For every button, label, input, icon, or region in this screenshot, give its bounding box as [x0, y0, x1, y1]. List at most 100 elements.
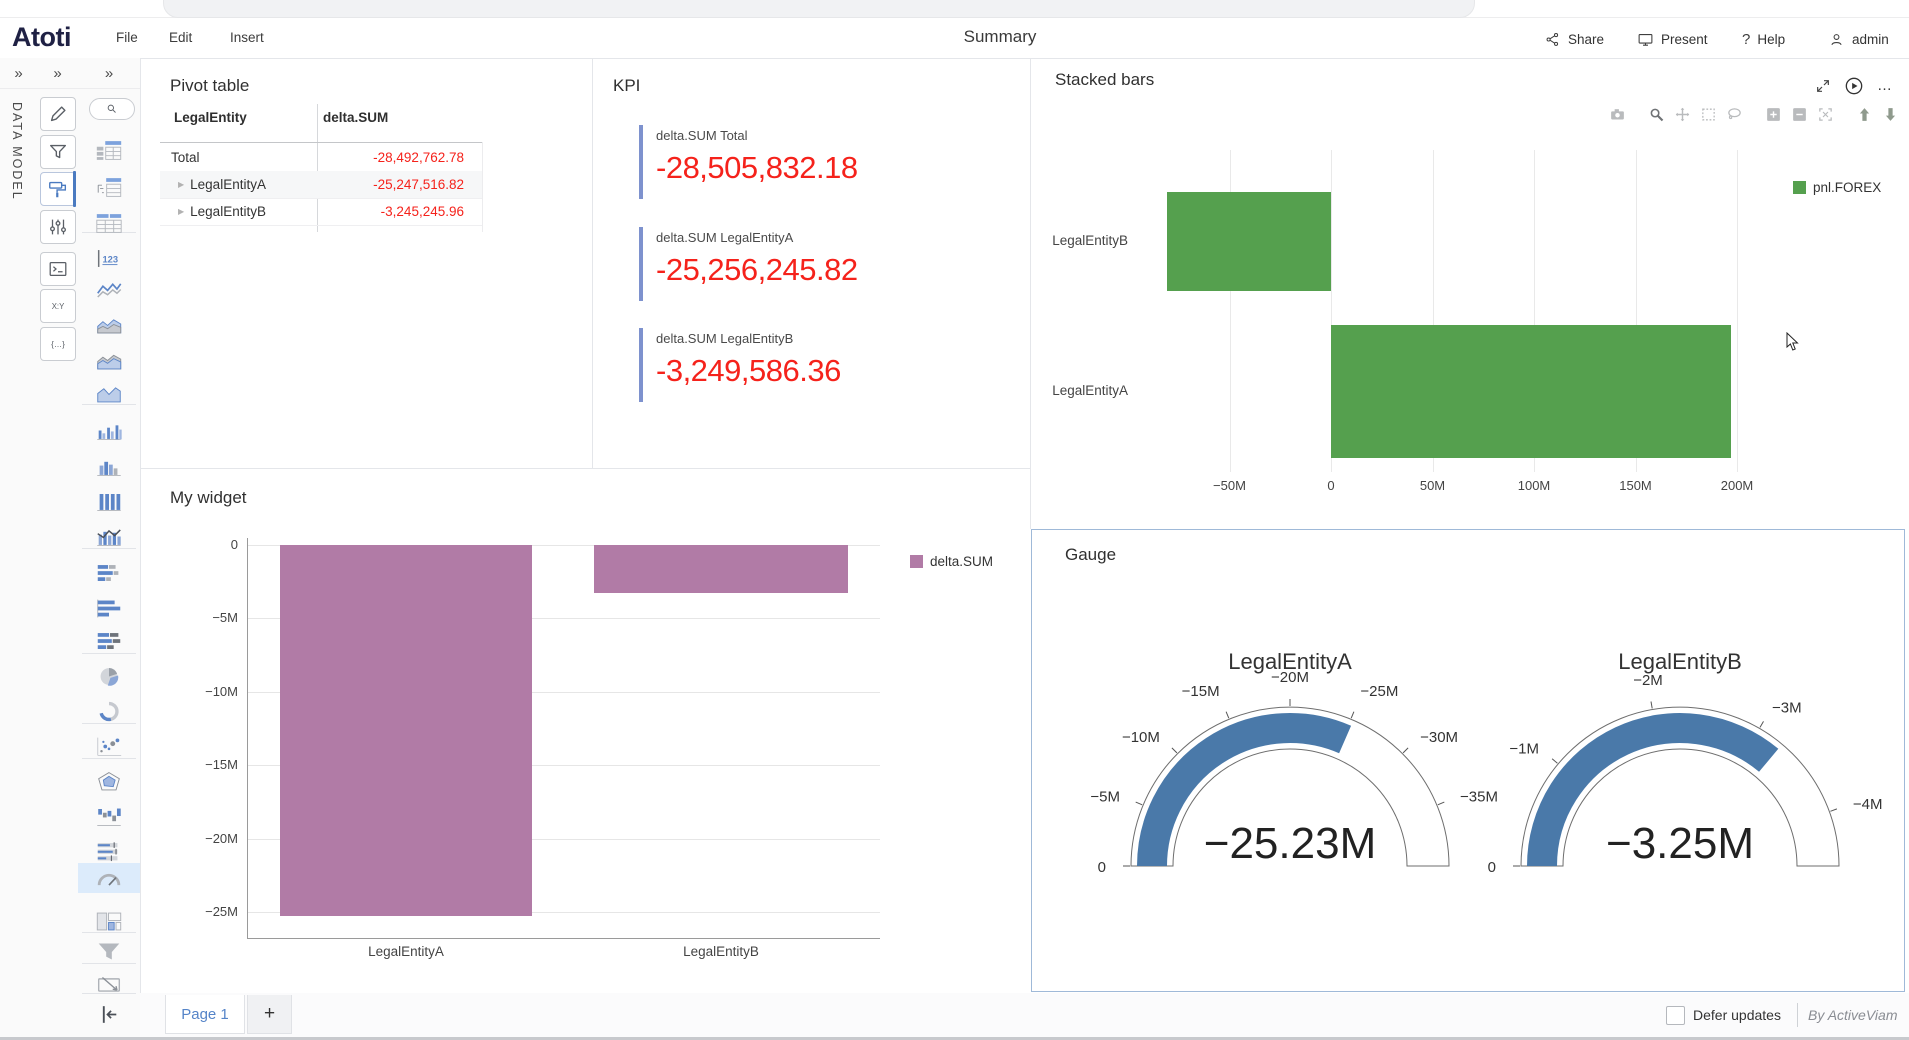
- add-page-button[interactable]: +: [247, 995, 292, 1034]
- modebar-zoom-button[interactable]: [1648, 106, 1665, 128]
- kpi-card[interactable]: delta.SUM Total -28,505,832.18: [639, 125, 858, 199]
- tab-page-1[interactable]: Page 1: [165, 995, 245, 1034]
- widget-library-rail: »: [78, 58, 141, 1040]
- mouse-cursor: [1786, 332, 1799, 351]
- widget-type-column-histogram[interactable]: [86, 451, 132, 481]
- expand-data-model-button[interactable]: »: [0, 58, 37, 89]
- widget-type-stacked-bar-chart[interactable]: [86, 558, 132, 588]
- expand-widget-library-button[interactable]: »: [78, 58, 140, 89]
- bar-LegalEntityA[interactable]: [1331, 325, 1731, 458]
- widget-type-kpi-number[interactable]: [86, 243, 132, 273]
- pivot-column-divider: [317, 104, 318, 232]
- pivot-row-label-cell[interactable]: ▶ LegalEntityA: [178, 177, 266, 192]
- pivot-right-edge: [482, 142, 483, 232]
- present-button[interactable]: Present: [1637, 28, 1708, 50]
- widget-type-clustered-column-chart[interactable]: [86, 415, 132, 445]
- expand-tools-button[interactable]: »: [37, 58, 78, 89]
- stacked-bars-widget[interactable]: Stacked bars … −50M 0 50M 100M 150M 200M Legal…: [1030, 58, 1909, 529]
- table-row[interactable]: ▶ LegalEntityB -3,245,245.96: [160, 198, 482, 225]
- radar-chart-icon: [94, 769, 124, 794]
- y-axis-tick-label: 0: [230, 537, 238, 552]
- table-row[interactable]: ▶ LegalEntityA -25,247,516.82: [160, 171, 482, 198]
- widget-type-scatter-plot[interactable]: [86, 731, 132, 761]
- menu-edit[interactable]: Edit: [169, 30, 193, 45]
- tool-query-button[interactable]: [40, 210, 76, 244]
- more-options-icon[interactable]: …: [1877, 77, 1893, 94]
- pivot-column-header-legalentity[interactable]: LegalEntity: [174, 110, 247, 125]
- tool-filters-button[interactable]: [40, 135, 76, 169]
- modebar-zoom-out-button[interactable]: [1791, 106, 1808, 128]
- divider: [82, 963, 136, 964]
- tool-mdx-button[interactable]: [40, 327, 76, 361]
- gauge-widget[interactable]: Gauge LegalEntityA 0 −5M −10M −15M −20M −25M −3…: [1031, 529, 1905, 992]
- widget-type-filter[interactable]: [86, 936, 132, 966]
- modebar-pan-button[interactable]: [1674, 106, 1691, 128]
- tool-axes-button[interactable]: [40, 289, 76, 323]
- widget-type-radar-chart[interactable]: [86, 766, 132, 796]
- filter-icon: [94, 939, 124, 964]
- bar-LegalEntityA[interactable]: [280, 545, 532, 916]
- tool-styles-button[interactable]: [40, 172, 76, 206]
- tool-edit-button[interactable]: [40, 97, 76, 131]
- widget-type-donut-chart[interactable]: [86, 696, 132, 726]
- console-icon: [47, 258, 69, 280]
- widget-type-pie-chart[interactable]: [86, 661, 132, 691]
- widget-type-bullet-chart[interactable]: [86, 836, 132, 866]
- atoti-logo[interactable]: Atoti: [12, 22, 71, 52]
- kpi-card[interactable]: delta.SUM LegalEntityB -3,249,586.36: [639, 328, 841, 402]
- my-widget[interactable]: My widget 0 −5M −10M −15M −20M −25M LegalEntit…: [140, 468, 1030, 993]
- modebar-box-select-button[interactable]: [1700, 106, 1717, 128]
- defer-updates-checkbox[interactable]: [1666, 1006, 1685, 1025]
- widget-type-area-chart[interactable]: [86, 309, 132, 339]
- widget-type-slideshow[interactable]: [86, 969, 132, 999]
- share-button[interactable]: Share: [1544, 28, 1604, 50]
- collapse-panel-icon: [94, 1002, 124, 1027]
- widget-type-clustered-bar-chart[interactable]: [86, 626, 132, 656]
- kpi-card[interactable]: delta.SUM LegalEntityA -25,256,245.82: [639, 227, 858, 301]
- widget-type-treemap[interactable]: [86, 906, 132, 936]
- play-icon[interactable]: [1844, 76, 1864, 96]
- widget-type-pivot-table[interactable]: [86, 172, 132, 202]
- widget-type-line-chart[interactable]: [86, 274, 132, 304]
- pivot-row-label-cell[interactable]: ▶ LegalEntityB: [178, 204, 266, 219]
- expand-caret-icon[interactable]: ▶: [178, 207, 185, 216]
- modebar-zoom-in-button[interactable]: [1765, 106, 1782, 128]
- widget-type-table[interactable]: [86, 135, 132, 165]
- help-button[interactable]: ? Help: [1742, 28, 1785, 50]
- pivot-column-header-deltasum[interactable]: delta.SUM: [323, 110, 389, 125]
- widget-type-featured-values-table[interactable]: [86, 208, 132, 238]
- fullscreen-icon[interactable]: [1815, 78, 1831, 94]
- modebar-move-down-button[interactable]: [1882, 106, 1899, 128]
- filled-area-chart-icon: [94, 381, 124, 406]
- bar-LegalEntityB[interactable]: [1166, 192, 1331, 291]
- menu-insert[interactable]: Insert: [230, 30, 264, 45]
- user-menu[interactable]: admin: [1828, 28, 1889, 50]
- widget-type-collapse-panel[interactable]: [86, 999, 132, 1029]
- modebar-download-snapshot-button[interactable]: [1609, 106, 1626, 128]
- widget-type-combo-chart[interactable]: [86, 521, 132, 551]
- pivot-table-widget[interactable]: Pivot table LegalEntity delta.SUM Total -…: [140, 58, 592, 468]
- pivot-row-label-cell[interactable]: Total: [171, 150, 200, 165]
- expand-caret-icon[interactable]: ▶: [178, 180, 185, 189]
- waterfall-chart-icon: [94, 804, 124, 829]
- widget-type-column-chart[interactable]: [86, 486, 132, 516]
- modebar-autoscale-button[interactable]: [1817, 106, 1834, 128]
- tool-console-button[interactable]: [40, 252, 76, 286]
- kpi-widget[interactable]: KPI delta.SUM Total -28,505,832.18 delta.S…: [592, 58, 1030, 468]
- widget-type-waterfall-chart[interactable]: [86, 801, 132, 831]
- stacked-bars-legend[interactable]: pnl.FOREX: [1793, 180, 1881, 195]
- table-row[interactable]: Total -28,492,762.78: [160, 144, 482, 171]
- menu-file[interactable]: File: [116, 30, 138, 45]
- widget-type-bar-chart[interactable]: [86, 593, 132, 623]
- modebar-lasso-select-button[interactable]: [1726, 106, 1743, 128]
- widget-type-filled-area-chart[interactable]: [86, 378, 132, 408]
- dashboard-title[interactable]: Summary: [963, 27, 1037, 46]
- bar-LegalEntityB[interactable]: [594, 545, 848, 593]
- gauge-tick: [1551, 758, 1558, 764]
- my-widget-legend[interactable]: delta.SUM: [910, 554, 993, 569]
- widget-search-input[interactable]: [89, 98, 135, 120]
- widget-type-gauge[interactable]: [78, 863, 140, 893]
- widget-type-stacked-area-chart[interactable]: [86, 345, 132, 375]
- modebar-move-up-button[interactable]: [1856, 106, 1873, 128]
- gauge-tick-label: −25M: [1360, 683, 1398, 700]
